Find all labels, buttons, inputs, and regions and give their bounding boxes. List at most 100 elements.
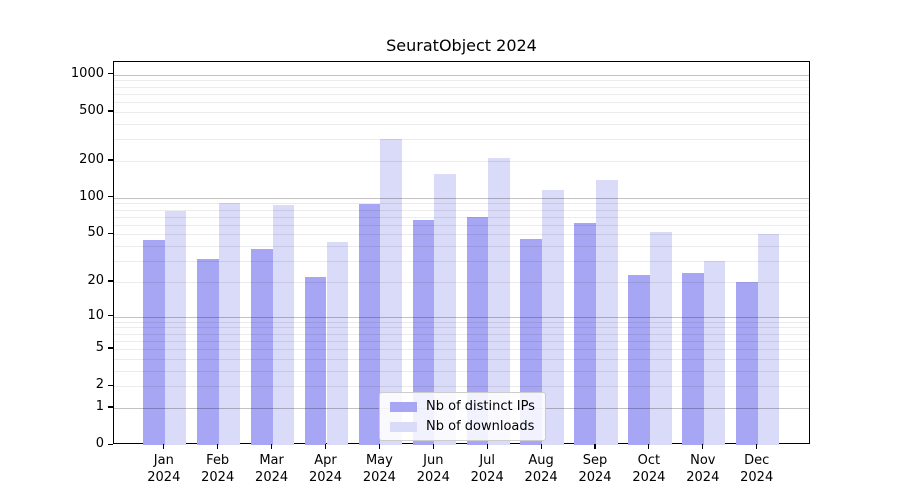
y-gridline-20	[114, 281, 809, 283]
y-gridline-9	[114, 321, 809, 323]
bar-downloads-aug	[542, 190, 564, 445]
legend-swatch-distinct-ips	[390, 401, 417, 412]
y-tick-label-1000: 1000	[70, 65, 104, 81]
y-gridline-4	[114, 358, 809, 360]
y-tick-label-200: 200	[79, 151, 104, 167]
bar-distinct-ips-sep	[574, 222, 596, 445]
y-tick-mark	[108, 73, 113, 75]
bar-distinct-ips-apr	[304, 276, 327, 445]
y-gridline-30	[114, 260, 809, 262]
y-tick-label-0: 0	[95, 436, 104, 451]
x-tick-mark	[756, 444, 758, 449]
y-gridline-100	[114, 197, 809, 199]
y-gridline-600	[114, 102, 809, 104]
bar-distinct-ips-oct	[628, 274, 650, 445]
x-tick-mark	[378, 444, 380, 449]
bar-distinct-ips-dec	[736, 281, 758, 445]
bar-downloads-sep	[596, 179, 618, 445]
y-gridline-3	[114, 370, 809, 372]
legend-swatch-downloads	[390, 421, 417, 432]
bar-distinct-ips-mar	[250, 248, 273, 445]
y-tick-mark	[108, 347, 113, 349]
y-tick-label-50: 50	[87, 225, 104, 241]
y-gridline-800	[114, 86, 809, 88]
y-gridline-60	[114, 224, 809, 226]
y-gridline-7	[114, 333, 809, 335]
y-tick-mark	[108, 110, 113, 112]
x-tick-label-dec: Dec 2024	[740, 453, 774, 485]
y-gridline-90	[114, 203, 809, 205]
y-tick-label-500: 500	[79, 102, 104, 118]
bar-distinct-ips-jan	[143, 239, 165, 445]
x-tick-mark	[432, 444, 434, 449]
bar-downloads-may	[380, 139, 403, 445]
x-tick-mark	[648, 444, 650, 449]
bar-distinct-ips-feb	[197, 259, 219, 445]
x-tick-label-jul: Jul 2024	[470, 453, 504, 485]
y-tick-mark	[108, 406, 113, 408]
y-gridline-1000	[114, 74, 809, 76]
x-tick-label-oct: Oct 2024	[632, 453, 666, 485]
bar-downloads-feb	[218, 203, 241, 445]
x-tick-label-jun: Jun 2024	[416, 453, 450, 485]
y-gridline-5	[114, 348, 809, 350]
y-gridline-40	[114, 246, 809, 247]
y-gridline-80	[114, 209, 809, 211]
x-tick-mark	[540, 444, 542, 449]
y-gridline-500	[114, 111, 809, 113]
legend-label-distinct-ips: Nb of distinct IPs	[426, 399, 535, 414]
x-tick-mark	[271, 444, 273, 449]
y-gridline-200	[114, 160, 809, 162]
y-tick-mark	[108, 315, 113, 317]
y-gridline-70	[114, 216, 809, 218]
x-tick-label-sep: Sep 2024	[578, 453, 612, 485]
y-gridline-50	[114, 234, 809, 236]
bar-downloads-mar	[272, 205, 295, 445]
y-tick-label-5: 5	[95, 339, 104, 355]
x-tick-label-aug: Aug 2024	[524, 453, 558, 485]
x-tick-mark	[324, 444, 327, 449]
x-tick-label-apr: Apr 2024	[308, 453, 343, 485]
bar-downloads-jun	[434, 174, 456, 445]
bar-downloads-jul	[488, 158, 510, 445]
y-gridline-300	[114, 139, 809, 141]
y-gridline-2	[114, 386, 809, 388]
y-tick-label-100: 100	[79, 188, 104, 204]
x-tick-label-feb: Feb 2024	[201, 453, 235, 485]
x-tick-mark	[486, 444, 488, 449]
legend-label-downloads: Nb of downloads	[426, 419, 535, 434]
y-tick-mark	[108, 196, 113, 198]
y-gridline-400	[114, 123, 809, 125]
y-tick-label-1: 1	[95, 398, 104, 414]
bar-distinct-ips-jun	[412, 220, 435, 445]
x-tick-label-jan: Jan 2024	[147, 453, 181, 485]
y-gridline-8	[114, 327, 809, 329]
y-tick-mark	[108, 384, 113, 386]
bar-downloads-apr	[326, 242, 349, 445]
bar-downloads-jan	[164, 210, 187, 445]
y-gridline-700	[114, 93, 809, 95]
x-tick-mark	[217, 444, 219, 449]
x-tick-label-may: May 2024	[362, 453, 396, 485]
chart-title: SeuratObject 2024	[386, 36, 537, 55]
x-tick-label-mar: Mar 2024	[255, 453, 289, 485]
bar-downloads-oct	[649, 232, 672, 445]
x-tick-mark	[594, 444, 596, 449]
y-tick-mark	[108, 280, 113, 282]
bar-downloads-nov	[703, 260, 726, 445]
y-tick-mark	[108, 232, 113, 234]
y-tick-label-20: 20	[87, 272, 104, 288]
bar-distinct-ips-jul	[466, 216, 489, 445]
plot-area	[113, 61, 810, 445]
x-tick-mark	[163, 444, 165, 449]
x-tick-label-nov: Nov 2024	[686, 453, 720, 485]
y-tick-mark	[108, 443, 113, 445]
bar-downloads-dec	[757, 234, 780, 445]
bar-distinct-ips-nov	[682, 272, 704, 445]
legend-item-distinct-ips: Nb of distinct IPs	[390, 399, 535, 414]
y-tick-mark	[108, 159, 113, 161]
bar-distinct-ips-may	[358, 204, 381, 445]
legend-item-downloads: Nb of downloads	[390, 419, 535, 434]
legend: Nb of distinct IPs Nb of downloads	[379, 392, 546, 441]
